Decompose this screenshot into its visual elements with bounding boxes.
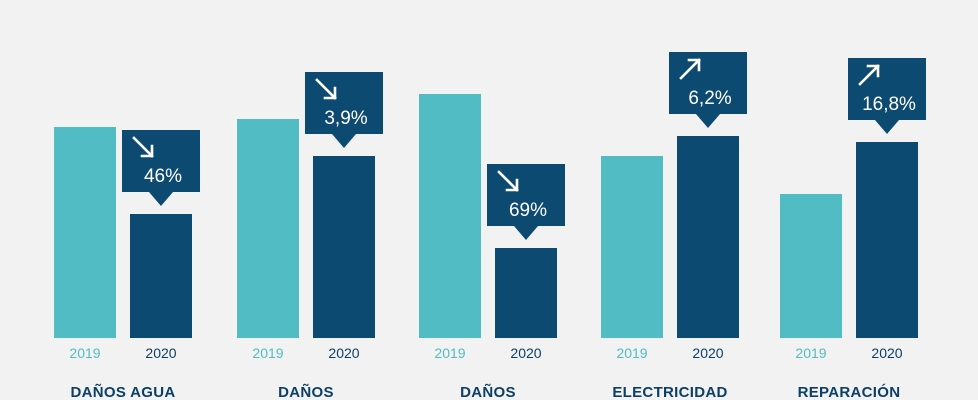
bar-2020-5 <box>856 142 918 338</box>
category-label: DAÑOS AGUA <box>71 383 176 400</box>
bar-2019-4 <box>601 156 663 338</box>
bar-2019-2 <box>237 119 299 338</box>
bar-group-3: 2019 2020 DAÑOS 69% <box>419 94 565 400</box>
bar-group-2: 2019 2020 DAÑOS 3,9% <box>237 72 383 400</box>
year-label-2019: 2019 <box>434 345 465 361</box>
category-label: DAÑOS <box>278 383 334 400</box>
year-label-2019: 2019 <box>69 345 100 361</box>
change-callout: 16,8% <box>848 58 926 134</box>
arrow-up-right-icon <box>679 58 701 80</box>
bar-group-4: 2019 2020 ELECTRICIDAD 6,2% <box>601 52 747 400</box>
arrow-down-right-icon <box>497 170 519 192</box>
change-callout: 3,9% <box>305 72 383 148</box>
bar-2020-3 <box>495 248 557 338</box>
bar-2019-1 <box>54 127 116 338</box>
year-label-2020: 2020 <box>145 345 176 361</box>
year-label-2020: 2020 <box>871 345 902 361</box>
callout-box <box>305 72 383 148</box>
callout-box <box>122 130 200 206</box>
bar-group-1: 2019 2020 DAÑOS AGUA 46% <box>54 127 200 400</box>
change-label: 69% <box>509 200 547 221</box>
change-label: 16,8% <box>862 94 916 115</box>
bar-2020-4 <box>677 136 739 338</box>
arrow-up-right-icon <box>858 64 880 86</box>
year-label-2020: 2020 <box>510 345 541 361</box>
year-label-2019: 2019 <box>795 345 826 361</box>
category-label: DAÑOS <box>460 383 516 400</box>
change-label: 46% <box>144 166 182 187</box>
arrow-down-right-icon <box>132 136 154 158</box>
year-label-2020: 2020 <box>328 345 359 361</box>
bar-2019-3 <box>419 94 481 338</box>
bar-2019-5 <box>780 194 842 338</box>
change-callout: 46% <box>122 130 200 206</box>
change-callout: 69% <box>487 164 565 240</box>
change-callout: 6,2% <box>669 52 747 128</box>
year-label-2019: 2019 <box>252 345 283 361</box>
arrow-down-right-icon <box>315 78 337 100</box>
bar-2020-2 <box>313 156 375 338</box>
callout-box <box>487 164 565 240</box>
change-label: 6,2% <box>688 88 731 109</box>
change-label: 3,9% <box>324 108 367 129</box>
bar-2020-1 <box>130 214 192 338</box>
category-label: ELECTRICIDAD <box>612 384 727 400</box>
category-label: REPARACIÓN <box>798 383 901 400</box>
year-label-2019: 2019 <box>616 345 647 361</box>
year-label-2020: 2020 <box>692 345 723 361</box>
bar-group-5: 2019 2020 REPARACIÓN 16,8% <box>780 58 926 400</box>
